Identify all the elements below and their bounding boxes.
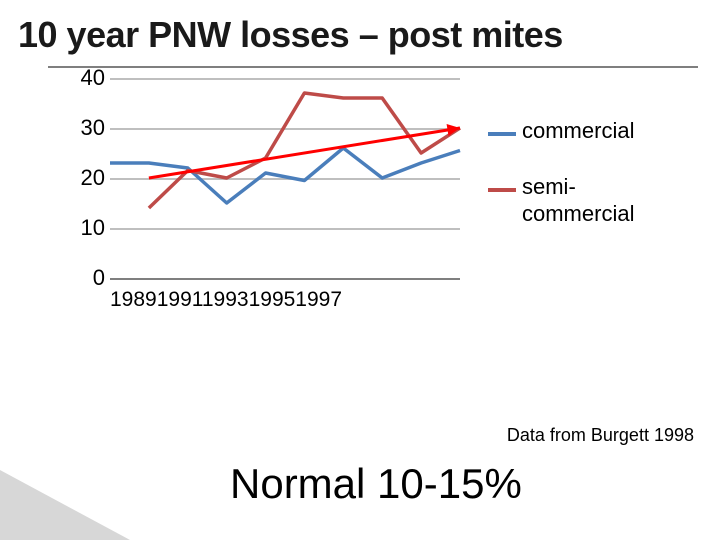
- y-tick-label: 0: [63, 265, 105, 291]
- trend-arrow-line: [149, 128, 460, 178]
- legend-entry-commercial: commercial: [488, 118, 698, 144]
- data-source-text: Data from Burgett 1998: [507, 425, 694, 446]
- series-lines: [110, 78, 460, 278]
- plot-area: [110, 78, 460, 280]
- series-semi-commercial: [149, 93, 460, 208]
- legend-entry-semi-commercial: semi-commercial: [488, 174, 698, 227]
- slide: 10 year PNW losses – post mites 0 10 20 30 4…: [0, 0, 720, 540]
- line-chart: 0 10 20 30 40 19891991199319951997 commercia…: [48, 66, 698, 346]
- x-axis-labels: 19891991199319951997: [110, 288, 460, 312]
- legend-label: commercial: [522, 118, 634, 144]
- y-tick-label: 40: [63, 65, 105, 91]
- y-tick-label: 10: [63, 215, 105, 241]
- corner-decoration: [0, 470, 130, 540]
- y-tick-label: 20: [63, 165, 105, 191]
- normal-range-text: Normal 10-15%: [230, 460, 522, 508]
- legend-label: semi-commercial: [522, 174, 634, 227]
- legend: commercial semi-commercial: [488, 118, 698, 257]
- legend-swatch: [488, 132, 516, 136]
- slide-title: 10 year PNW losses – post mites: [18, 14, 702, 56]
- y-tick-label: 30: [63, 115, 105, 141]
- legend-swatch: [488, 188, 516, 192]
